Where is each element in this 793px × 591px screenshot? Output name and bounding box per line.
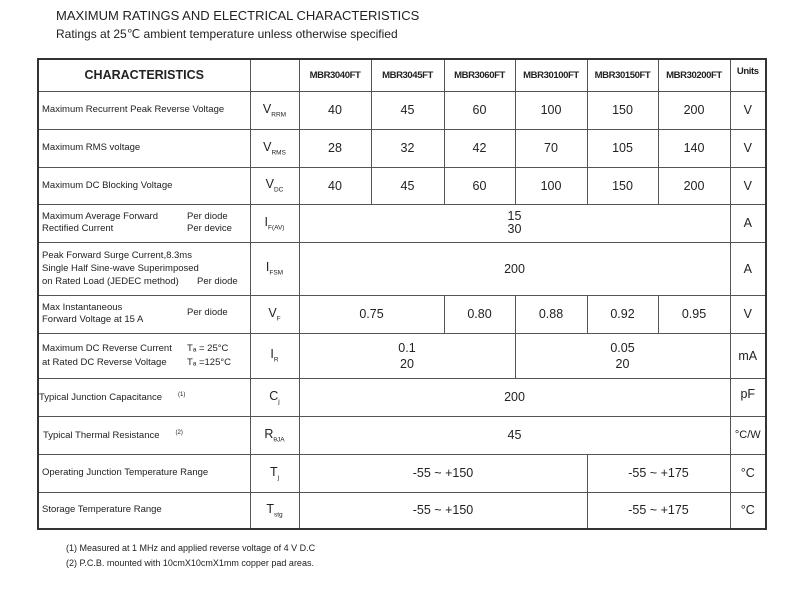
table-row: Operating Junction Temperature Range Tj … <box>37 453 767 493</box>
cell: 45 <box>370 90 445 130</box>
model-header: MBR30150FT <box>586 58 659 92</box>
table-row: Peak Forward Surge Current,8.3ms Single … <box>37 241 767 296</box>
cell: 40 <box>298 166 372 205</box>
table-row: Maximum Recurrent Peak Reverse Voltage V… <box>37 90 767 130</box>
row-label: Max Instantaneous Forward Voltage at 15 … <box>37 294 251 334</box>
cell: 0.92 <box>586 294 659 334</box>
row-symbol: Tj <box>249 453 300 493</box>
unit: °C <box>729 491 767 530</box>
row-label: Maximum Recurrent Peak Reverse Voltage <box>37 90 251 130</box>
cell: 45 <box>370 166 445 205</box>
row-label: Typical Junction Capacitance (1) <box>37 377 251 417</box>
header-row: CHARACTERISTICS MBR3040FT MBR3045FT MBR3… <box>37 58 767 92</box>
cell: 60 <box>443 166 516 205</box>
cell: 200 <box>298 241 731 296</box>
table-row: Maximum RMS voltage VRMS 28 32 42 70 105… <box>37 128 767 168</box>
cell: 0.80 <box>443 294 516 334</box>
cell: 42 <box>443 128 516 168</box>
cell: 100 <box>514 166 588 205</box>
cell: 28 <box>298 128 372 168</box>
cell: 200 <box>657 166 731 205</box>
row-symbol: VRMS <box>249 128 300 168</box>
unit: A <box>729 203 767 243</box>
table-row: Maximum Average Forward Per diode Rectifi… <box>37 203 767 243</box>
cell: 200 <box>657 90 731 130</box>
row-symbol: VDC <box>249 166 300 205</box>
row-label: Maximum Average Forward Per diode Rectifi… <box>37 203 251 243</box>
footnote: (2) P.C.B. mounted with 10cmX10cmX1mm co… <box>66 558 314 568</box>
table-row: Max Instantaneous Forward Voltage at 15 … <box>37 294 767 334</box>
row-label: Maximum RMS voltage <box>37 128 251 168</box>
table-row: Maximum DC Reverse Current Tₐ = 25°C at R… <box>37 332 767 379</box>
cell: 105 <box>586 128 659 168</box>
symbol-header <box>249 58 300 92</box>
table-row: Maximum DC Blocking Voltage VDC 40 45 60… <box>37 166 767 205</box>
cell: 0.1 20 <box>298 332 516 379</box>
footnote: (1) Measured at 1 MHz and applied revers… <box>66 543 316 553</box>
unit: A <box>729 241 767 296</box>
unit: V <box>729 128 767 168</box>
row-symbol: VRRM <box>249 90 300 130</box>
model-header: MBR30100FT <box>514 58 588 92</box>
row-symbol: Tstg <box>249 491 300 530</box>
cell: 140 <box>657 128 731 168</box>
page-subtitle: Ratings at 25℃ ambient temperature unles… <box>56 27 398 41</box>
model-header: MBR30200FT <box>657 58 731 92</box>
row-label: Operating Junction Temperature Range <box>37 453 251 493</box>
cell: 15 30 <box>298 203 731 243</box>
row-label: Typical Thermal Resistance (2) <box>37 415 251 455</box>
cell: 0.75 <box>298 294 445 334</box>
unit: V <box>729 294 767 334</box>
cell: 100 <box>514 90 588 130</box>
cell: -55 ~ +175 <box>586 491 731 530</box>
cell: -55 ~ +150 <box>298 491 588 530</box>
unit: mA <box>729 332 767 379</box>
row-symbol: IFSM <box>249 241 300 296</box>
cell: 0.88 <box>514 294 588 334</box>
row-symbol: RθJA <box>249 415 300 455</box>
cell: 32 <box>370 128 445 168</box>
cell: 0.95 <box>657 294 731 334</box>
cell: 150 <box>586 90 659 130</box>
units-header: Units <box>729 58 767 92</box>
cell: 45 <box>298 415 731 455</box>
unit: V <box>729 166 767 205</box>
model-header: MBR3040FT <box>298 58 372 92</box>
table-row: Typical Thermal Resistance (2) RθJA 45 °C… <box>37 415 767 455</box>
row-label: Maximum DC Blocking Voltage <box>37 166 251 205</box>
table-row: Storage Temperature Range Tstg -55 ~ +15… <box>37 491 767 530</box>
row-label: Peak Forward Surge Current,8.3ms Single … <box>37 241 251 296</box>
cell: 40 <box>298 90 372 130</box>
unit: pF <box>729 377 767 417</box>
row-label: Storage Temperature Range <box>37 491 251 530</box>
model-header: MBR3045FT <box>370 58 445 92</box>
row-symbol: Cj <box>249 377 300 417</box>
cell: 200 <box>298 377 731 417</box>
row-symbol: VF <box>249 294 300 334</box>
row-label: Maximum DC Reverse Current Tₐ = 25°C at R… <box>37 332 251 379</box>
ratings-table: CHARACTERISTICS MBR3040FT MBR3045FT MBR3… <box>37 58 767 530</box>
page-title: MAXIMUM RATINGS AND ELECTRICAL CHARACTER… <box>56 8 420 23</box>
characteristics-header: CHARACTERISTICS <box>37 58 251 92</box>
cell: 70 <box>514 128 588 168</box>
row-symbol: IF(AV) <box>249 203 300 243</box>
cell: 60 <box>443 90 516 130</box>
cell: -55 ~ +150 <box>298 453 588 493</box>
cell: 0.05 20 <box>514 332 731 379</box>
row-symbol: IR <box>249 332 300 379</box>
unit: V <box>729 90 767 130</box>
unit: °C/W <box>729 415 767 455</box>
table-row: Typical Junction Capacitance (1) Cj 200 p… <box>37 377 767 417</box>
unit: °C <box>729 453 767 493</box>
cell: -55 ~ +175 <box>586 453 731 493</box>
model-header: MBR3060FT <box>443 58 516 92</box>
cell: 150 <box>586 166 659 205</box>
